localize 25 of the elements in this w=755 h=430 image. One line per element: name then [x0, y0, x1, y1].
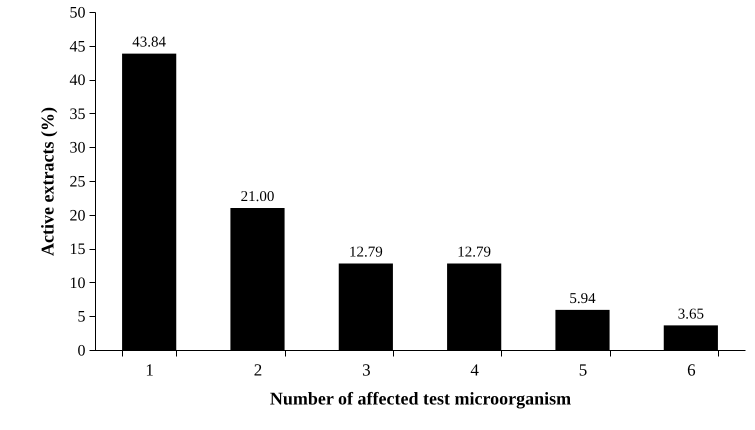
x-tick-label: 6: [687, 360, 696, 380]
x-tick-label: 5: [578, 360, 588, 380]
y-tick-label: 10: [70, 274, 86, 292]
y-tick-label: 45: [70, 38, 86, 56]
y-axis-title: Active extracts (%): [38, 107, 58, 256]
x-axis-title: Number of affected test microorganism: [270, 388, 572, 408]
x-tick-label: 2: [254, 360, 262, 380]
y-tick-label: 25: [70, 174, 86, 190]
data-label: 43.84: [132, 34, 167, 51]
x-tick-label: 4: [470, 360, 480, 380]
y-tick-label: 50: [70, 4, 86, 22]
y-tick-label: 20: [70, 207, 86, 224]
data-label: 21.00: [240, 189, 274, 206]
x-tick-label: 1: [145, 360, 154, 380]
data-label: 12.79: [348, 244, 383, 261]
y-tick-label: 0: [78, 342, 86, 360]
y-tick-label: 30: [70, 140, 86, 157]
y-tick-label: 15: [70, 241, 86, 258]
data-label: 3.65: [678, 306, 704, 322]
x-tick-label: 3: [362, 360, 371, 380]
data-label: 12.79: [457, 244, 492, 261]
y-tick-label: 5: [78, 308, 86, 326]
y-tick-label: 40: [70, 72, 86, 90]
data-label: 5.94: [569, 290, 596, 307]
y-tick-label: 35: [70, 106, 86, 123]
